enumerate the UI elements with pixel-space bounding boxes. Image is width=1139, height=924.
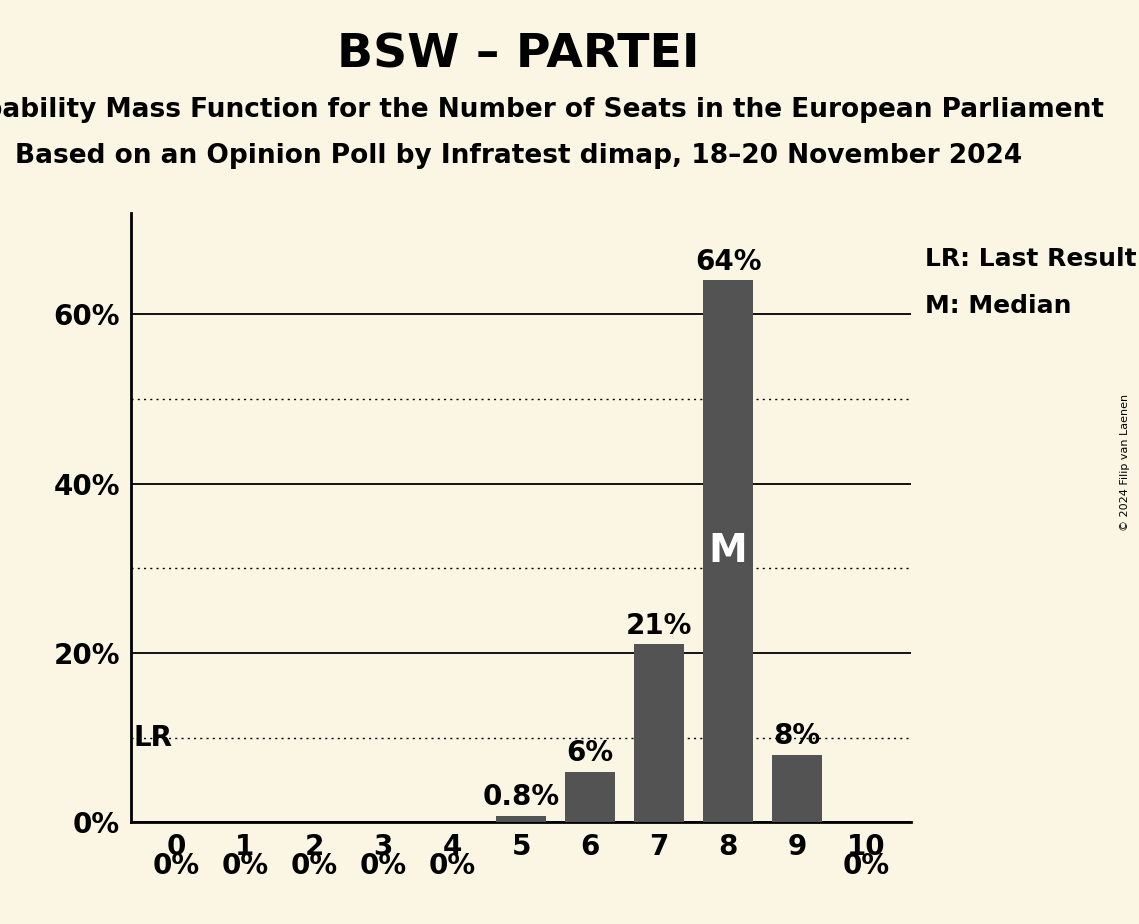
Text: Based on an Opinion Poll by Infratest dimap, 18–20 November 2024: Based on an Opinion Poll by Infratest di… bbox=[15, 143, 1022, 169]
Text: 6%: 6% bbox=[566, 739, 614, 767]
Text: 21%: 21% bbox=[626, 613, 693, 640]
Text: 0%: 0% bbox=[843, 852, 890, 880]
Bar bbox=[704, 280, 753, 822]
Text: M: Median: M: Median bbox=[925, 294, 1072, 318]
Text: M: M bbox=[708, 532, 747, 570]
Bar bbox=[565, 772, 615, 822]
Bar bbox=[497, 816, 546, 822]
Text: 0.8%: 0.8% bbox=[483, 784, 559, 811]
Text: BSW – PARTEI: BSW – PARTEI bbox=[337, 32, 699, 78]
Text: Probability Mass Function for the Number of Seats in the European Parliament: Probability Mass Function for the Number… bbox=[0, 97, 1104, 123]
Text: © 2024 Filip van Laenen: © 2024 Filip van Laenen bbox=[1120, 394, 1130, 530]
Bar bbox=[772, 755, 822, 822]
Text: 0%: 0% bbox=[428, 852, 476, 880]
Text: LR: LR bbox=[133, 723, 172, 751]
Text: 8%: 8% bbox=[773, 723, 821, 750]
Text: 0%: 0% bbox=[221, 852, 269, 880]
Text: LR: Last Result: LR: Last Result bbox=[925, 247, 1137, 271]
Text: 0%: 0% bbox=[153, 852, 199, 880]
Text: 64%: 64% bbox=[695, 248, 762, 276]
Text: 0%: 0% bbox=[290, 852, 337, 880]
Bar bbox=[634, 645, 685, 822]
Text: 0%: 0% bbox=[360, 852, 407, 880]
